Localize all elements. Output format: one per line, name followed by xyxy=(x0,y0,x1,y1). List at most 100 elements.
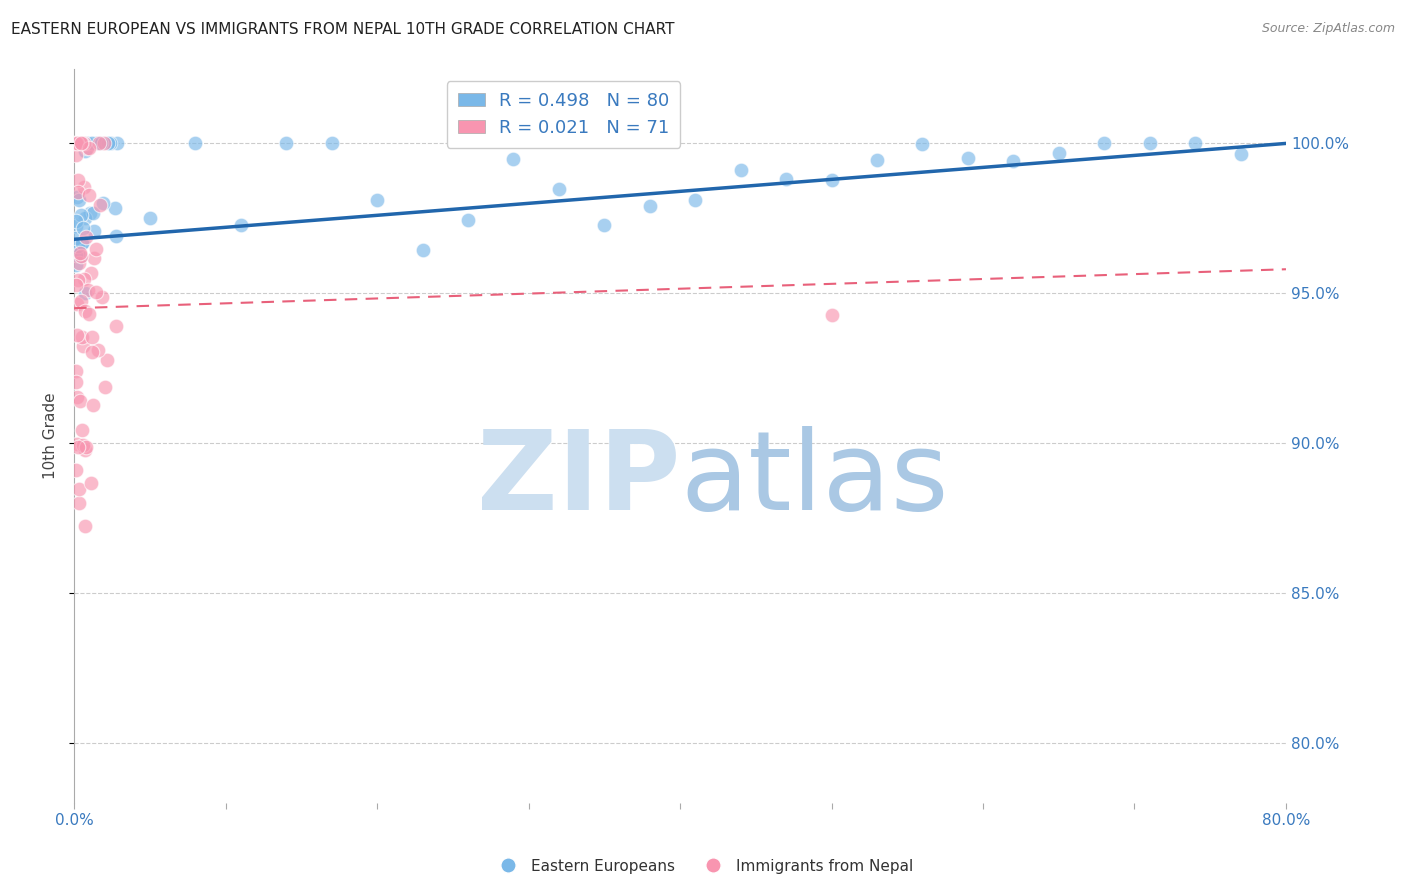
Point xyxy=(82,205,104,219)
Point xyxy=(70,136,93,151)
Point xyxy=(69,294,91,309)
Point xyxy=(84,136,107,151)
Point xyxy=(65,136,87,151)
Point xyxy=(65,136,87,151)
Point xyxy=(69,136,91,151)
Point xyxy=(89,197,111,211)
Point xyxy=(86,285,108,300)
Point xyxy=(1184,136,1206,151)
Point xyxy=(1229,147,1251,161)
Point xyxy=(82,345,104,359)
Point xyxy=(67,256,90,270)
Text: Source: ZipAtlas.com: Source: ZipAtlas.com xyxy=(1261,22,1395,36)
Point xyxy=(75,519,97,533)
Point xyxy=(105,228,128,243)
Point xyxy=(73,136,96,151)
Point xyxy=(77,136,100,151)
Legend: Eastern Europeans, Immigrants from Nepal: Eastern Europeans, Immigrants from Nepal xyxy=(486,853,920,880)
Point xyxy=(911,137,934,152)
Point xyxy=(1047,146,1070,161)
Point xyxy=(457,212,479,227)
Point xyxy=(90,136,112,151)
Point xyxy=(65,136,87,151)
Point xyxy=(866,153,889,167)
Point xyxy=(73,145,96,159)
Point xyxy=(69,136,91,151)
Point xyxy=(77,141,100,155)
Point xyxy=(65,219,87,233)
Point xyxy=(82,136,104,151)
Point xyxy=(1092,136,1115,151)
Point xyxy=(87,136,110,151)
Point xyxy=(75,136,97,151)
Point xyxy=(72,136,94,151)
Point xyxy=(65,376,87,390)
Point xyxy=(77,136,100,151)
Point xyxy=(77,307,100,321)
Point xyxy=(69,250,91,264)
Point xyxy=(97,136,120,151)
Point xyxy=(70,423,93,437)
Point xyxy=(139,211,162,225)
Point xyxy=(91,290,114,304)
Point xyxy=(72,438,94,452)
Point xyxy=(66,185,89,199)
Point xyxy=(65,136,87,151)
Point xyxy=(184,136,207,151)
Point xyxy=(105,318,128,333)
Text: ZIP: ZIP xyxy=(477,426,681,533)
Point xyxy=(67,482,90,496)
Point xyxy=(75,136,97,151)
Point xyxy=(66,296,89,310)
Point xyxy=(73,304,96,318)
Point xyxy=(67,136,90,151)
Point xyxy=(69,393,91,408)
Point xyxy=(65,214,87,228)
Point xyxy=(366,194,388,208)
Point xyxy=(72,235,94,250)
Point xyxy=(80,475,103,490)
Point xyxy=(65,136,87,151)
Legend: R = 0.498   N = 80, R = 0.021   N = 71: R = 0.498 N = 80, R = 0.021 N = 71 xyxy=(447,81,681,148)
Point xyxy=(65,259,87,273)
Point xyxy=(79,206,101,220)
Point xyxy=(67,173,90,187)
Point xyxy=(65,463,87,477)
Point xyxy=(72,179,94,194)
Point xyxy=(80,266,103,280)
Point xyxy=(80,330,103,344)
Point xyxy=(1139,136,1161,151)
Point xyxy=(75,229,97,244)
Point xyxy=(65,231,87,245)
Point xyxy=(87,343,110,357)
Point xyxy=(100,136,122,151)
Point xyxy=(70,330,93,344)
Point xyxy=(67,238,90,252)
Point xyxy=(66,390,89,404)
Point xyxy=(775,171,797,186)
Point xyxy=(104,201,127,215)
Point xyxy=(66,437,89,451)
Point xyxy=(730,162,752,177)
Point xyxy=(76,140,98,154)
Point xyxy=(638,199,661,213)
Point xyxy=(94,380,117,394)
Point xyxy=(67,496,90,510)
Point xyxy=(820,308,842,322)
Point xyxy=(412,243,434,257)
Point xyxy=(73,272,96,286)
Point xyxy=(72,136,94,151)
Y-axis label: 10th Grade: 10th Grade xyxy=(44,392,58,479)
Point xyxy=(65,136,87,151)
Point xyxy=(547,182,569,196)
Text: EASTERN EUROPEAN VS IMMIGRANTS FROM NEPAL 10TH GRADE CORRELATION CHART: EASTERN EUROPEAN VS IMMIGRANTS FROM NEPA… xyxy=(11,22,675,37)
Point xyxy=(87,136,110,151)
Point xyxy=(67,193,90,207)
Point xyxy=(65,247,87,261)
Point xyxy=(956,151,979,165)
Text: atlas: atlas xyxy=(681,426,949,533)
Point xyxy=(76,136,98,151)
Point xyxy=(69,136,91,151)
Point xyxy=(502,153,524,167)
Point xyxy=(82,398,104,412)
